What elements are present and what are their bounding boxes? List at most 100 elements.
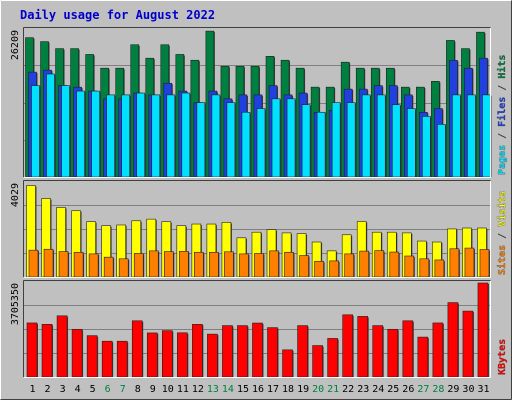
bar-pages-day-6	[106, 94, 115, 178]
bar-kbytes-day-28	[432, 322, 444, 378]
bar-sites-day-16	[254, 253, 264, 278]
legend-visits: Visits	[496, 191, 508, 227]
bar-kbytes-day-26	[402, 320, 414, 378]
legend-sites: Sites	[496, 245, 508, 275]
bar-kbytes-day-7	[116, 340, 128, 378]
x-tick-label-day-2: 2	[45, 384, 51, 395]
chart-title: Daily usage for August 2022	[20, 8, 215, 22]
y-max-label: 26209	[10, 30, 21, 60]
bar-pages-day-23	[361, 94, 371, 178]
x-tick-label-day-14: 14	[222, 384, 234, 395]
bar-pages-day-12	[196, 102, 206, 178]
x-tick-label-day-25: 25	[387, 384, 399, 395]
bar-sites-day-12	[194, 251, 204, 278]
bar-sites-day-25	[389, 251, 400, 278]
bar-kbytes-day-21	[327, 338, 338, 378]
bar-pages-day-11	[181, 92, 191, 178]
x-tick-label-day-9: 9	[150, 384, 156, 395]
bar-sites-day-21	[329, 260, 339, 278]
bar-pages-day-19	[301, 104, 311, 178]
bar-sites-day-9	[148, 250, 159, 278]
bar-sites-day-22	[344, 253, 354, 278]
right-legend: Sites / Visits	[496, 191, 508, 275]
bar-kbytes-day-9	[146, 332, 158, 378]
bar-sites-day-29	[449, 248, 460, 278]
x-tick-label-day-1: 1	[30, 384, 36, 395]
legend-hits: Hits	[496, 55, 508, 79]
x-tick-label-day-5: 5	[90, 384, 96, 395]
bar-kbytes-day-11	[177, 332, 188, 378]
bar-kbytes-day-8	[131, 320, 143, 378]
x-tick-label-day-10: 10	[162, 384, 174, 395]
bar-kbytes-day-27	[417, 336, 429, 378]
bar-pages-day-28	[437, 124, 446, 178]
x-tick-label-day-26: 26	[402, 384, 414, 395]
bar-kbytes-day-2	[41, 324, 53, 378]
bar-kbytes-day-6	[101, 340, 113, 378]
x-tick-label-day-13: 13	[207, 384, 219, 395]
bar-sites-day-3	[58, 251, 69, 278]
legend-kbytes: KBytes	[497, 339, 508, 375]
x-tick-label-day-19: 19	[297, 384, 309, 395]
y-max-label: 3705350	[10, 283, 21, 325]
bar-kbytes-day-31	[477, 282, 489, 378]
bar-pages-day-8	[136, 92, 146, 178]
legend-pages: Pages	[497, 145, 508, 175]
bar-kbytes-day-18	[282, 349, 293, 378]
x-tick-label-day-6: 6	[105, 384, 111, 395]
bar-pages-day-24	[376, 94, 386, 178]
right-legend: KBytes	[497, 339, 508, 375]
bar-sites-day-1	[28, 249, 39, 278]
x-tick-label-day-11: 11	[177, 384, 189, 395]
bar-kbytes-day-12	[192, 324, 203, 378]
bar-pages-day-16	[256, 108, 266, 178]
bar-pages-day-29	[452, 94, 461, 178]
x-tick-label-day-30: 30	[462, 384, 474, 395]
bar-sites-day-7	[118, 258, 129, 278]
bar-pages-day-27	[422, 116, 431, 178]
bar-kbytes-day-5	[86, 335, 98, 378]
x-tick-label-day-29: 29	[447, 384, 459, 395]
bar-pages-day-25	[391, 104, 401, 178]
bar-kbytes-day-24	[372, 325, 384, 378]
bar-kbytes-day-17	[267, 327, 278, 378]
x-tick-label-day-7: 7	[120, 384, 126, 395]
panel-kbytes: 3705350 KBytes	[10, 280, 508, 378]
x-tick-label-day-28: 28	[432, 384, 444, 395]
bar-pages-day-21	[331, 102, 341, 178]
bar-pages-day-30	[467, 94, 476, 178]
bar-kbytes-day-3	[56, 315, 68, 378]
legend-separator: /	[497, 79, 508, 97]
bar-kbytes-day-15	[237, 325, 248, 378]
bar-sites-day-14	[224, 251, 234, 278]
bar-pages-day-22	[346, 102, 356, 178]
bar-sites-day-30	[464, 247, 475, 278]
bar-kbytes-day-20	[312, 345, 323, 378]
bar-sites-day-17	[269, 250, 279, 278]
bar-sites-day-18	[284, 251, 294, 278]
x-tick-label-day-27: 27	[417, 384, 429, 395]
x-tick-label-day-8: 8	[135, 384, 141, 395]
x-tick-label-day-18: 18	[282, 384, 294, 395]
bar-sites-day-13	[209, 251, 219, 278]
bar-kbytes-day-19	[297, 325, 308, 378]
bar-sites-day-26	[404, 255, 415, 278]
bar-kbytes-day-16	[252, 322, 263, 378]
legend-separator: /	[497, 127, 508, 145]
panels: 26209 Pages / Files / Hits 4029 Sites / Vis…	[10, 27, 508, 378]
x-tick-label-day-4: 4	[75, 384, 81, 395]
legend-files: Files	[496, 97, 508, 127]
x-tick-label-day-24: 24	[372, 384, 384, 395]
bar-pages-day-13	[211, 94, 221, 178]
bar-kbytes-day-29	[447, 302, 459, 378]
bar-kbytes-day-4	[71, 328, 83, 378]
panel-hits-files-pages: 26209 Pages / Files / Hits	[10, 27, 508, 178]
bar-sites-day-27	[419, 258, 430, 278]
bar-pages-day-4	[76, 90, 85, 178]
bar-pages-day-20	[316, 111, 326, 178]
y-max-label: 4029	[10, 183, 21, 207]
bar-pages-day-26	[407, 108, 416, 178]
bar-kbytes-day-25	[387, 328, 399, 378]
x-tick-labels: 1 2 3 4 5 6 7 8 9 10 11 12 13 14 15 16 17 18 19 20 21 22 23 24 2…	[30, 384, 490, 395]
x-tick-label-day-17: 17	[267, 384, 279, 395]
